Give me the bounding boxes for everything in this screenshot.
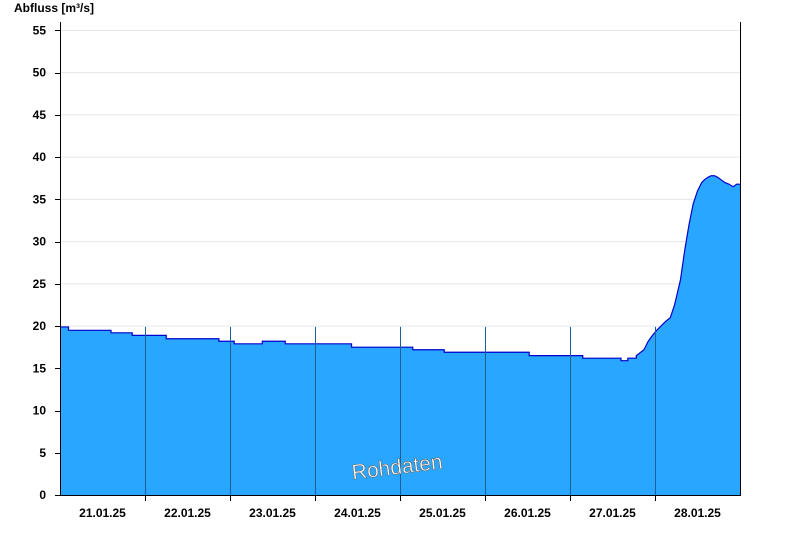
y-tick-label: 55 xyxy=(33,23,47,37)
y-tick-label: 30 xyxy=(33,235,47,249)
x-tick-label: 23.01.25 xyxy=(249,506,296,520)
y-tick-label: 50 xyxy=(33,66,47,80)
series-line xyxy=(60,175,740,362)
y-axis-title: Abfluss [m³/s] xyxy=(14,1,95,15)
y-tick-label: 45 xyxy=(33,108,47,122)
y-tick-labels: 0 5 10 15 20 25 30 35 40 45 50 55 xyxy=(33,23,47,502)
y-tick-label: 5 xyxy=(39,446,46,460)
axes xyxy=(55,22,741,501)
x-tick-label: 24.01.25 xyxy=(334,506,381,520)
x-tick-label: 22.01.25 xyxy=(164,506,211,520)
y-tick-label: 20 xyxy=(33,319,47,333)
x-tick-label: 21.01.25 xyxy=(79,506,126,520)
y-tick-label: 15 xyxy=(33,361,47,375)
y-tick-label: 40 xyxy=(33,150,47,164)
y-tick-label: 25 xyxy=(33,277,47,291)
x-tick-labels: 21.01.25 22.01.25 23.01.25 24.01.25 25.01.25… xyxy=(79,506,721,520)
day-dividers xyxy=(145,326,656,495)
x-tick-label: 25.01.25 xyxy=(419,506,466,520)
x-tick-label: 28.01.25 xyxy=(674,506,721,520)
x-tick-label: 27.01.25 xyxy=(589,506,636,520)
y-tick-label: 10 xyxy=(33,404,47,418)
y-tick-label: 0 xyxy=(39,488,46,502)
y-tick-label: 35 xyxy=(33,192,47,206)
x-tick-label: 26.01.25 xyxy=(504,506,551,520)
